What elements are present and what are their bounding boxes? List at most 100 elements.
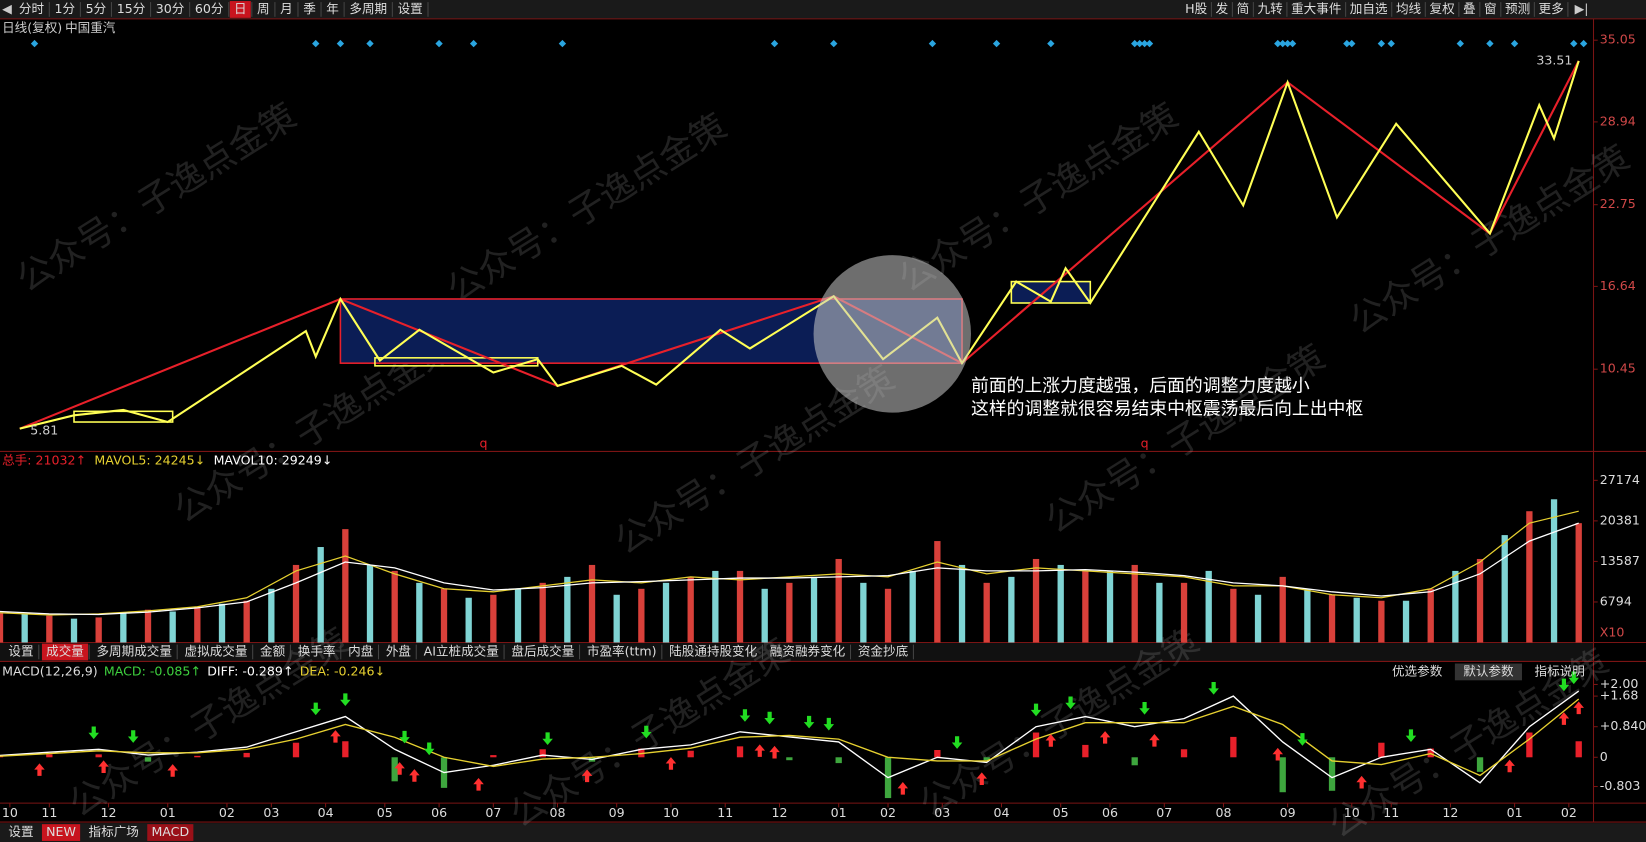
- x-tick-label: 10: [2, 805, 18, 820]
- indicator-tab[interactable]: 内盘: [348, 643, 374, 658]
- signal-diamond: [1570, 39, 1578, 48]
- macd-bar: [1328, 757, 1336, 791]
- signal-diamond: [830, 39, 838, 48]
- tool-button[interactable]: 重大事件: [1291, 1, 1341, 16]
- bottom-tab[interactable]: MACD: [151, 824, 189, 839]
- legend-item: MACD(12,26,9): [2, 663, 98, 678]
- period-tab[interactable]: 60分: [195, 1, 224, 16]
- period-tab[interactable]: 季: [303, 1, 316, 16]
- pivot-zone: [1010, 280, 1092, 304]
- tool-button[interactable]: 简: [1237, 1, 1250, 16]
- indicator-tab[interactable]: 虚拟成交量: [185, 643, 248, 658]
- period-tab[interactable]: 周: [257, 1, 270, 16]
- indicator-tab[interactable]: 金额: [260, 643, 286, 658]
- bottom-tab[interactable]: 设置: [8, 824, 33, 839]
- volume-bar: [440, 588, 448, 643]
- param-button[interactable]: 指标说明: [1535, 663, 1585, 678]
- macd-bar: [490, 755, 497, 758]
- indicator-tab[interactable]: 陆股通持股变化: [669, 643, 757, 658]
- volume-bar: [416, 582, 423, 643]
- bottom-tab[interactable]: NEW: [46, 824, 76, 839]
- macd-bar: [638, 748, 645, 758]
- tool-button[interactable]: 复权: [1429, 1, 1455, 16]
- volume-bar: [860, 582, 867, 643]
- volume-bar: [638, 588, 645, 643]
- period-tab[interactable]: 1分: [55, 1, 76, 16]
- indicator-tab[interactable]: 盘后成交量: [511, 643, 574, 658]
- tool-button[interactable]: 预测: [1505, 1, 1530, 16]
- volume-bar: [835, 558, 842, 643]
- indicator-tab[interactable]: 成交量: [46, 643, 84, 658]
- indicator-tab[interactable]: 换手率: [298, 643, 336, 658]
- indicator-tab[interactable]: 融资融券变化: [770, 643, 846, 658]
- signal-diamond: [1579, 39, 1588, 48]
- tool-button[interactable]: H股: [1185, 1, 1207, 16]
- param-button[interactable]: 优选参数: [1392, 663, 1443, 678]
- macd-bar: [243, 752, 250, 758]
- period-tab[interactable]: 年: [326, 1, 339, 16]
- sell-arrow: [1558, 678, 1570, 692]
- sell-arrow: [310, 702, 321, 716]
- more-icon[interactable]: ▶|: [1575, 1, 1589, 16]
- indicator-tab[interactable]: 外盘: [386, 643, 412, 658]
- volume-bar: [1008, 576, 1015, 643]
- x-tick-label: 12: [1442, 805, 1458, 820]
- signal-diamond: [1140, 39, 1149, 48]
- signal-diamond: [1274, 39, 1282, 48]
- x-tick-label: 01: [160, 805, 176, 820]
- volume-bar: [490, 594, 497, 643]
- buy-arrow: [1573, 701, 1584, 715]
- period-tab[interactable]: 月: [280, 1, 293, 16]
- signal-diamond: [1283, 39, 1292, 48]
- tool-button[interactable]: 窗: [1484, 1, 1497, 16]
- y-tick-label: +2.00: [1600, 676, 1639, 691]
- bottom-tab-bg: [41, 824, 81, 841]
- macd-bar: [292, 742, 300, 758]
- x-tick-label: 07: [1156, 805, 1172, 820]
- period-tab[interactable]: 30分: [156, 1, 185, 16]
- period-tab[interactable]: 日: [234, 1, 247, 16]
- y-tick-label: 35.05: [1600, 32, 1636, 47]
- tool-button[interactable]: 加自选: [1350, 1, 1388, 16]
- indicator-tab[interactable]: 多周期成交量: [96, 643, 171, 658]
- period-tab-bg: [229, 1, 251, 18]
- tool-button[interactable]: 九转: [1258, 1, 1284, 16]
- x-tick-label: 05: [1053, 805, 1069, 820]
- macd-bar: [736, 746, 744, 758]
- tool-button[interactable]: 均线: [1396, 1, 1422, 16]
- indicator-tab[interactable]: 资金抄底: [858, 643, 909, 658]
- volume-bar: [292, 564, 300, 643]
- volume-bar: [712, 570, 719, 643]
- tool-button[interactable]: 叠: [1463, 1, 1476, 16]
- x-tick-label: 07: [485, 805, 501, 820]
- bottom-tab[interactable]: 指标广场: [89, 824, 139, 839]
- macd-bar: [1131, 757, 1138, 766]
- tool-button[interactable]: 发: [1216, 1, 1229, 16]
- back-icon[interactable]: ◀: [2, 1, 12, 16]
- param-button[interactable]: 默认参数: [1463, 663, 1514, 678]
- indicator-tab[interactable]: AI立桩成交量: [424, 643, 499, 658]
- macd-bar: [1082, 744, 1089, 758]
- indicator-tab[interactable]: 设置: [8, 643, 33, 658]
- y-tick-label: 16.64: [1600, 278, 1636, 293]
- volume-bar: [1328, 594, 1336, 643]
- period-tab[interactable]: 分时: [19, 1, 45, 16]
- period-tab[interactable]: 5分: [86, 1, 107, 16]
- y-tick-label: 27174: [1600, 472, 1640, 487]
- x-tick-label: 03: [934, 805, 950, 820]
- tool-button[interactable]: 更多: [1539, 1, 1564, 16]
- annotation: 这样的调整就很容易结束中枢震荡最后向上出中枢: [971, 398, 1363, 419]
- volume-bar: [736, 570, 744, 643]
- volume-bar: [909, 570, 916, 643]
- volume-bar: [1378, 600, 1385, 643]
- indicator-tab[interactable]: 市盈率(ttm): [587, 643, 657, 658]
- pivot-zone: [374, 357, 539, 367]
- period-tab[interactable]: 设置: [398, 1, 423, 16]
- x-tick-label: 06: [431, 805, 447, 820]
- period-tab[interactable]: 多周期: [349, 1, 387, 16]
- volume-bar: [613, 594, 620, 643]
- volume-bar: [366, 564, 374, 643]
- buy-arrow: [1504, 759, 1515, 773]
- macd-line: [0, 698, 1580, 777]
- period-tab[interactable]: 15分: [117, 1, 146, 16]
